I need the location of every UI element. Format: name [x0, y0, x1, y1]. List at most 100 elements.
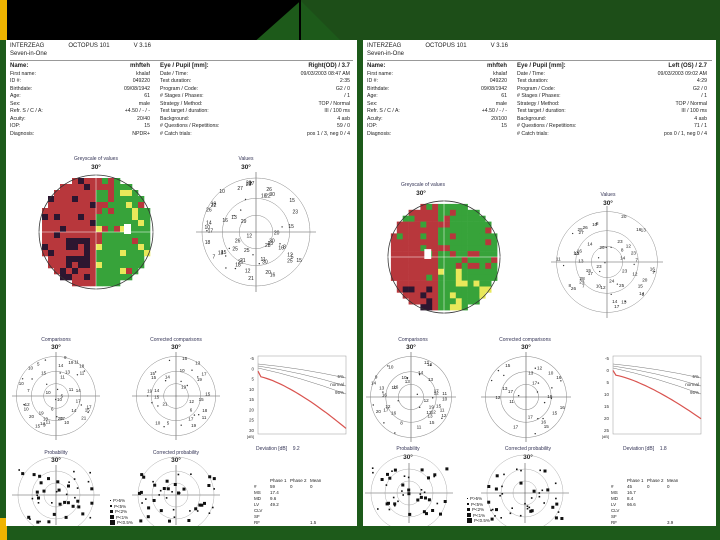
info-row: Background: 4 asb: [517, 116, 707, 124]
greyscale-cell: [461, 215, 468, 222]
greyscale-cell: [473, 233, 480, 240]
greyscale-cell: [90, 190, 97, 197]
probability-symbol: [207, 484, 211, 487]
field-value: 13: [195, 360, 201, 365]
greyscale-cell: [473, 245, 480, 252]
probability-symbol: [63, 500, 67, 504]
field-value: 16: [427, 362, 433, 367]
greyscale-cell: [444, 227, 451, 234]
patient-info: Name: mhfteh First name: khalaf ID #: 049220 B…: [367, 63, 507, 138]
greyscale-cell: [138, 244, 145, 251]
info-row: Birthdate: 09/08/1942: [367, 86, 507, 94]
summary-row: CLV: [611, 508, 687, 514]
field-value: 16: [182, 356, 188, 361]
greyscale-cell: [438, 286, 445, 293]
greyscale-cell: [432, 215, 439, 222]
greyscale-cell: [461, 239, 468, 246]
info-value: 049220: [489, 78, 507, 84]
probability-symbol: [162, 487, 166, 490]
field-value: 11: [417, 425, 422, 430]
greyscale-cell: [396, 221, 403, 228]
greyscale-cell: [444, 298, 451, 305]
normal-point: [252, 254, 254, 256]
info-row: IOP: 15: [367, 123, 507, 131]
summary-cell: 66.6: [627, 502, 636, 507]
greyscale-cell: [54, 196, 61, 203]
greyscale-cell: [78, 202, 85, 209]
greyscale-cell: [408, 274, 415, 281]
probability-symbol: [554, 482, 557, 485]
greyscale-cell: [479, 251, 486, 258]
probability-symbol: [39, 520, 41, 523]
greyscale-cell: [438, 280, 445, 287]
summary-cell: Phase 2: [647, 478, 664, 483]
summary-cell: [270, 520, 290, 526]
probability-symbol: [89, 516, 92, 519]
greyscale-cell: [72, 226, 79, 233]
isopter-ring-1: [500, 468, 550, 518]
greyscale-cell: [455, 221, 462, 228]
curve-legend-label: normal: [330, 382, 344, 387]
field-value: 10: [57, 397, 63, 402]
greyscale-cell: [114, 226, 121, 233]
comparisons-caption: Comparisons: [41, 337, 71, 343]
greyscale-cell: [473, 268, 480, 275]
probability-symbol: [407, 492, 411, 496]
legend-symbol-icon: [467, 498, 468, 500]
greyscale-cell: [48, 214, 55, 221]
corrected-probability-caption: Corrected probability: [152, 450, 200, 456]
field-value: 16: [391, 410, 397, 415]
summary-cell: LV: [254, 502, 260, 507]
info-row: Sex: male: [367, 101, 507, 109]
probability-symbol: [393, 468, 397, 472]
probability-symbol: [372, 471, 374, 474]
greyscale-cell: [84, 262, 91, 269]
info-row: # Catch trials: pos 0 / 1, neg 0 / 4: [517, 131, 707, 139]
greyscale-cell: [90, 256, 97, 263]
field-value: 16: [393, 384, 399, 389]
probability-symbol: [532, 489, 536, 493]
info-label: Name:: [10, 63, 29, 69]
greyscale-cell: [390, 257, 398, 264]
legend-label: P<2%: [115, 509, 128, 514]
greyscale-cell: [402, 292, 409, 299]
field-value: 26: [235, 239, 241, 245]
greyscale-cell: [96, 202, 103, 209]
greyscale-cell: [414, 262, 421, 270]
field-value: 27: [579, 230, 585, 235]
info-label: ID #:: [367, 78, 378, 84]
greyscale-cell: [432, 292, 439, 299]
summary-cell: MS: [254, 490, 261, 495]
normal-point: [534, 433, 536, 435]
greyscale-cell: [144, 226, 151, 233]
corrected-probability-degree-label: 30°: [523, 454, 533, 461]
probability-symbol: [394, 504, 396, 507]
greyscale-cell: [491, 274, 498, 281]
field-value: 16: [577, 248, 583, 253]
corrected-comparisons-caption: Corrected comparisons: [499, 337, 551, 343]
left-eye-report: INTERZEAG OCTOPUS 101 V 3.16 Seven-in-On…: [6, 40, 357, 526]
greyscale-cell: [96, 250, 103, 257]
greyscale-cell: [479, 292, 486, 299]
greyscale-cell: [84, 280, 91, 287]
probability-symbol: [212, 506, 214, 509]
greyscale-cell: [455, 239, 462, 246]
normal-point: [517, 394, 520, 397]
greyscale-cell: [449, 221, 457, 228]
field-value: 10: [24, 406, 30, 411]
probability-symbol: [58, 502, 62, 506]
greyscale-cell: [138, 226, 145, 233]
greyscale-cell: [72, 202, 79, 209]
values-caption: Values: [238, 156, 254, 162]
isopter-ring-2: [370, 356, 452, 438]
greyscale-cell: [449, 251, 457, 258]
normal-point: [605, 246, 607, 249]
greyscale-cell: [132, 256, 139, 263]
field-value: 23: [596, 264, 602, 269]
summary-cell: #: [254, 484, 257, 489]
probability-symbol: [560, 517, 564, 520]
greyscale-cell: [485, 257, 492, 264]
field-value: 17: [528, 414, 534, 419]
greyscale-cell: [449, 304, 457, 311]
normal-point: [441, 417, 443, 420]
